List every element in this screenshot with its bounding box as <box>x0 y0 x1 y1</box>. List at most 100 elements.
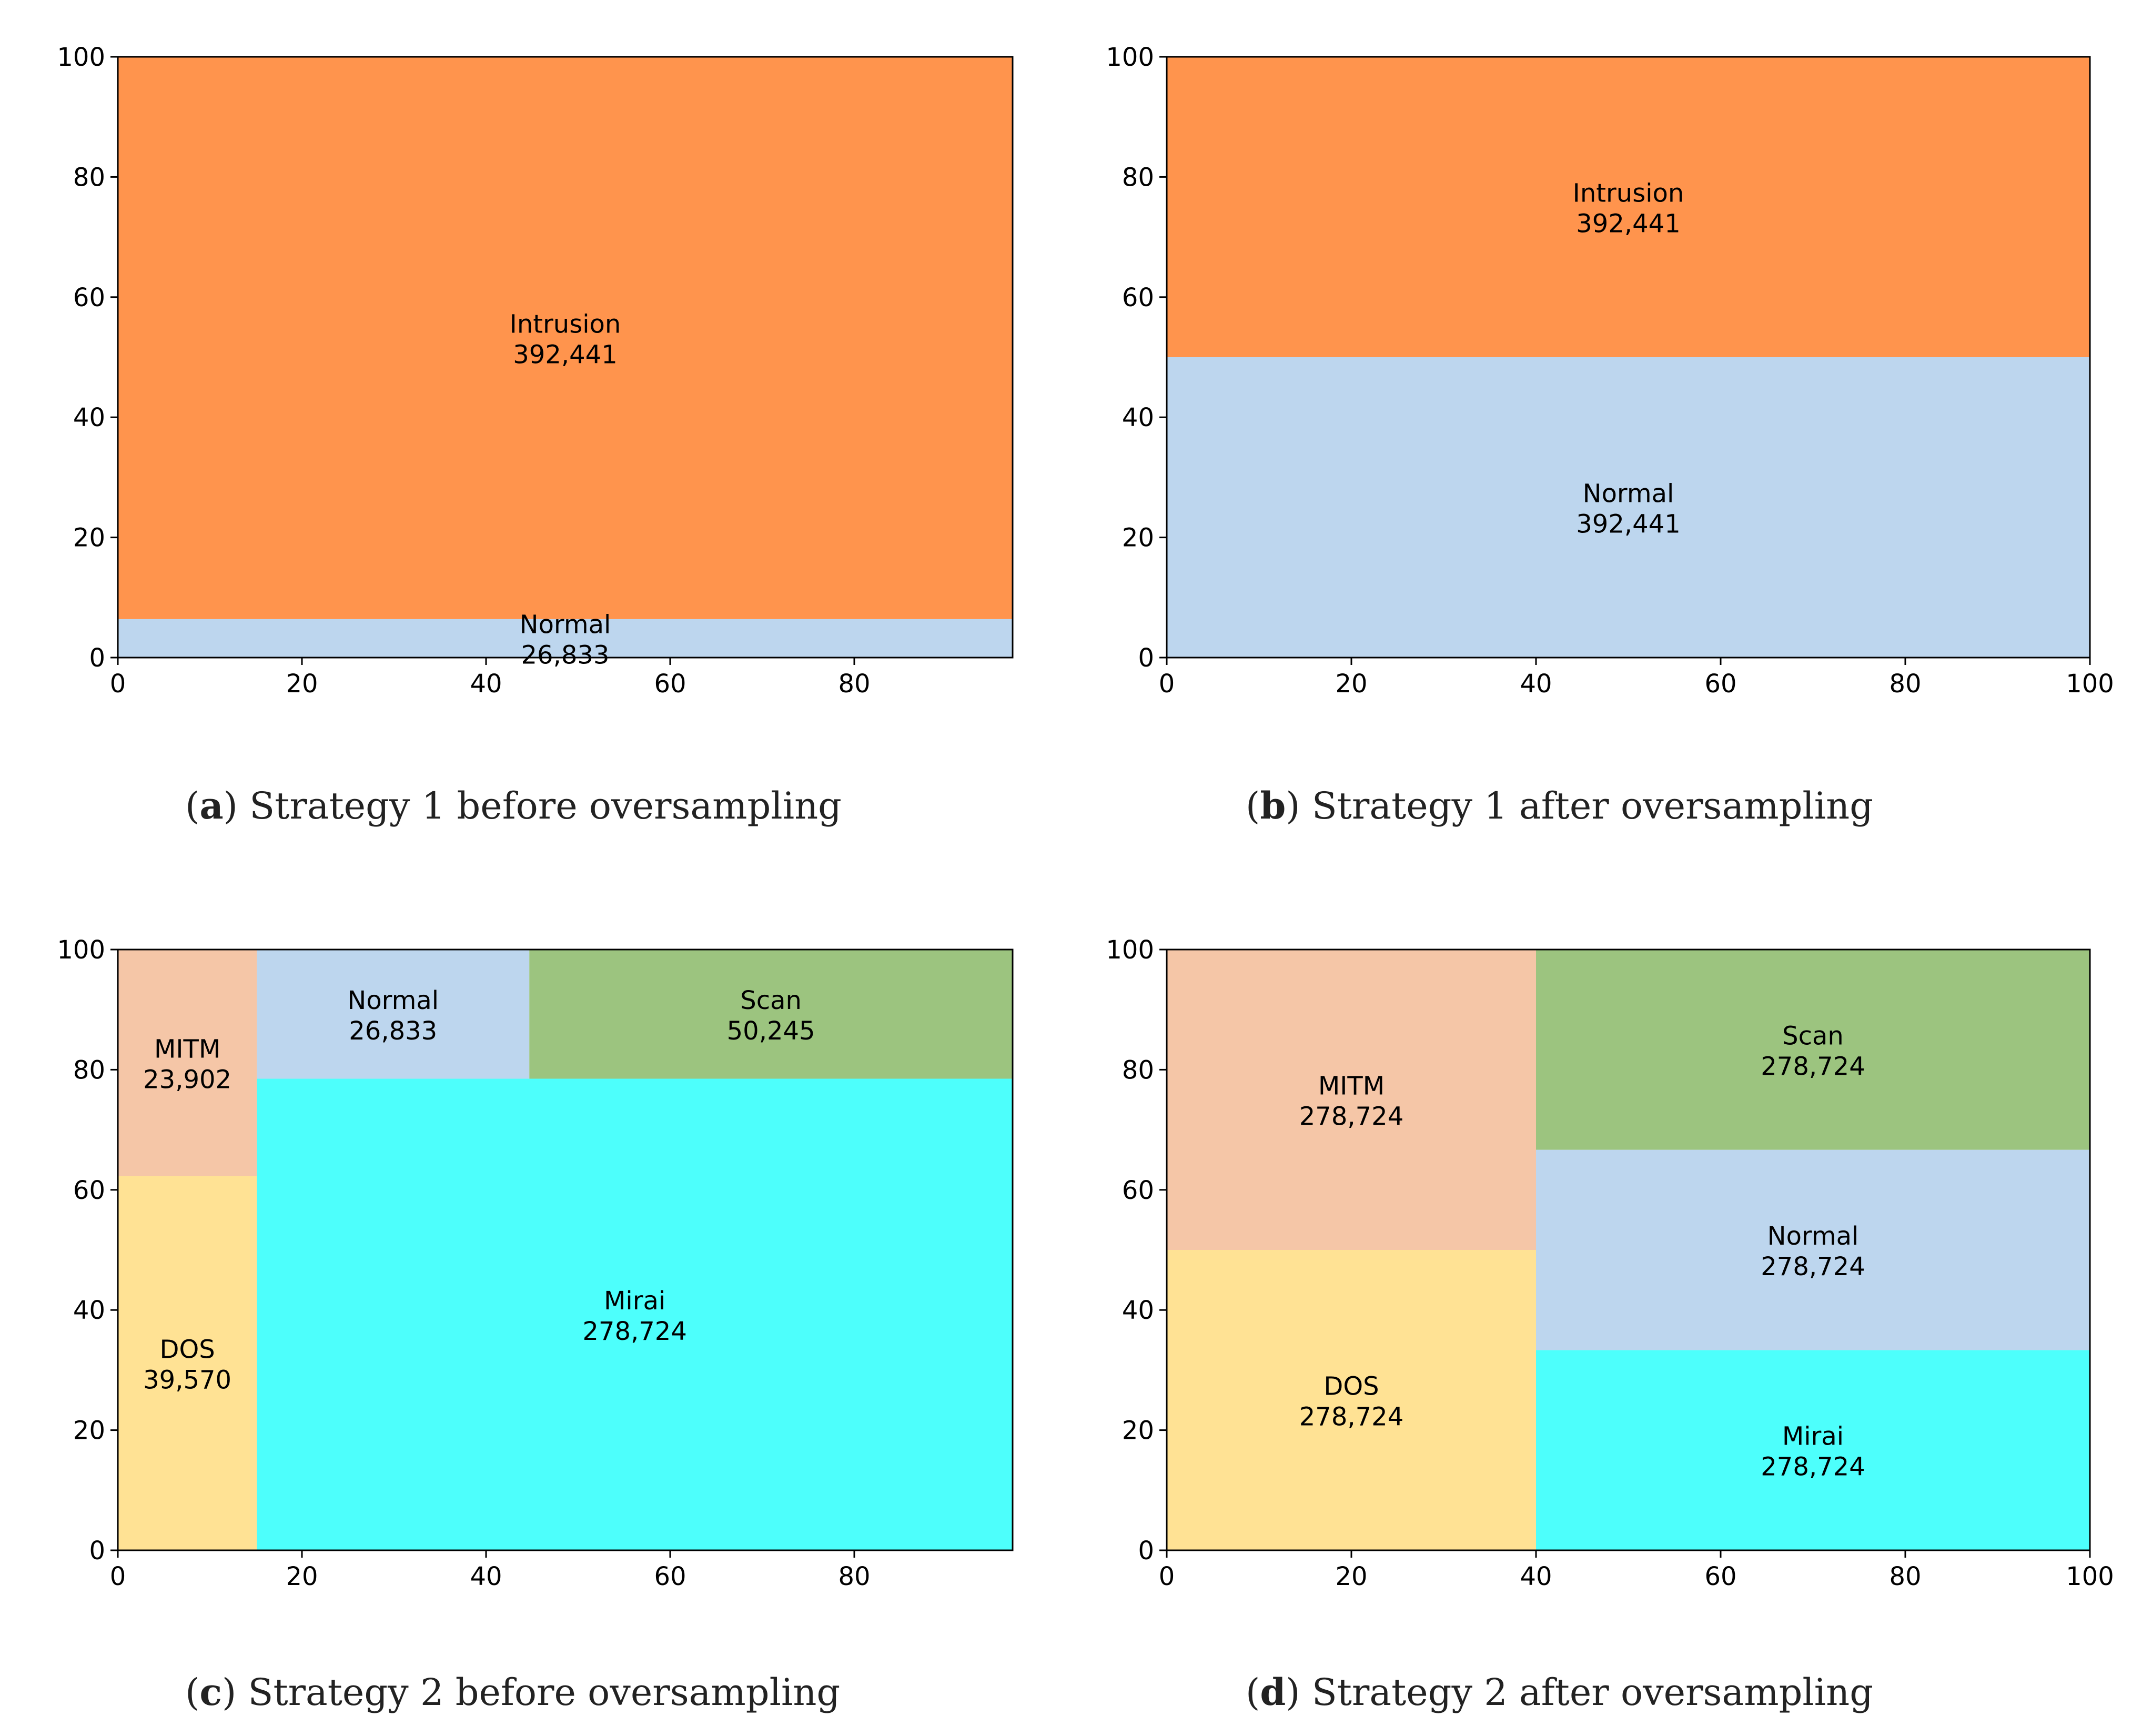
treemap-rect-dos <box>1167 1250 1536 1550</box>
x-tick-label: 80 <box>1889 669 1921 699</box>
treemap-value-normal: 278,724 <box>1761 1252 1865 1281</box>
caption-c-text: Strategy 2 before oversampling <box>248 1671 841 1714</box>
y-tick-label: 0 <box>1138 643 1154 673</box>
treemap-rect-normal <box>118 619 1013 658</box>
x-tick-label: 40 <box>1520 669 1552 699</box>
caption-d-letter: d <box>1260 1670 1286 1714</box>
x-tick-label: 40 <box>470 669 502 699</box>
caption-a-letter: a <box>199 784 224 827</box>
treemap-label-scan: Scan <box>740 986 802 1015</box>
treemap-rect-normal <box>257 950 530 1079</box>
caption-d: (d) Strategy 2 after oversampling <box>1246 1670 1874 1714</box>
x-tick-label: 0 <box>1159 1562 1175 1591</box>
treemap-label-mitm: MITM <box>1318 1072 1385 1101</box>
treemap-rect-normal <box>1167 357 2090 658</box>
caption-b: (b) Strategy 1 after oversampling <box>1246 784 1874 827</box>
y-tick-label: 60 <box>73 283 105 312</box>
treemap-label-normal: Normal <box>520 610 611 639</box>
treemap-value-intrusion: 392,441 <box>513 340 618 369</box>
y-tick-label: 80 <box>73 1055 105 1085</box>
x-tick-label: 20 <box>1335 1562 1367 1591</box>
x-tick-label: 100 <box>2066 1562 2114 1591</box>
treemap-value-scan: 50,245 <box>727 1016 815 1046</box>
treemap-label-dos: DOS <box>160 1335 215 1364</box>
treemap-label-normal: Normal <box>1583 479 1674 509</box>
caption-b-text: Strategy 1 after oversampling <box>1311 784 1874 827</box>
y-tick-label: 40 <box>73 1296 105 1325</box>
treemap-label-intrusion: Intrusion <box>1573 179 1684 208</box>
treemap-label-mirai: Mirai <box>1782 1422 1844 1451</box>
axes-frame <box>117 56 1014 659</box>
treemap-value-scan: 278,724 <box>1761 1052 1865 1081</box>
treemap-value-dos: 278,724 <box>1299 1402 1404 1432</box>
treemap-label-intrusion: Intrusion <box>510 309 621 339</box>
x-tick-label: 20 <box>286 669 318 699</box>
treemap-rect-mitm <box>118 950 257 1176</box>
caption-d-text: Strategy 2 after oversampling <box>1311 1671 1874 1714</box>
treemap-rect-scan <box>529 950 1013 1079</box>
y-tick-label: 40 <box>73 403 105 432</box>
y-tick-label: 100 <box>1106 43 1154 72</box>
x-tick-label: 20 <box>286 1562 318 1591</box>
treemap-panel-d: DOS278,724MITM278,724Mirai278,724Normal2… <box>1106 935 2114 1591</box>
treemap-label-mirai: Mirai <box>604 1286 665 1316</box>
treemap-value-normal: 392,441 <box>1576 510 1681 539</box>
y-tick-label: 60 <box>1122 283 1154 312</box>
x-tick-label: 0 <box>110 669 126 699</box>
x-tick-label: 20 <box>1335 669 1367 699</box>
treemap-panel-b: Normal392,441Intrusion392,44102040608010… <box>1106 43 2114 699</box>
y-tick-label: 100 <box>57 935 105 965</box>
treemap-value-mitm: 278,724 <box>1299 1102 1404 1132</box>
y-tick-label: 100 <box>1106 935 1154 965</box>
y-tick-label: 20 <box>73 1416 105 1446</box>
treemap-rect-intrusion <box>1167 57 2090 357</box>
treemap-rect-mitm <box>1167 950 1536 1250</box>
treemap-label-normal: Normal <box>1767 1222 1859 1251</box>
treemap-rect-dos <box>118 1176 257 1550</box>
treemap-label-dos: DOS <box>1323 1372 1379 1401</box>
x-tick-label: 80 <box>838 1562 870 1591</box>
caption-a: (a) Strategy 1 before oversampling <box>185 784 842 827</box>
y-tick-label: 80 <box>73 163 105 192</box>
y-tick-label: 60 <box>73 1176 105 1205</box>
caption-a-text: Strategy 1 before oversampling <box>249 784 842 827</box>
y-tick-label: 60 <box>1122 1176 1154 1205</box>
x-tick-label: 40 <box>1520 1562 1552 1591</box>
treemap-label-scan: Scan <box>1782 1021 1844 1051</box>
x-tick-label: 60 <box>654 1562 686 1591</box>
y-tick-label: 20 <box>1122 1416 1154 1446</box>
y-tick-label: 40 <box>1122 1296 1154 1325</box>
y-tick-label: 80 <box>1122 163 1154 192</box>
x-tick-label: 80 <box>1889 1562 1921 1591</box>
x-tick-label: 100 <box>2066 669 2114 699</box>
x-tick-label: 40 <box>470 1562 502 1591</box>
x-tick-label: 0 <box>110 1562 126 1591</box>
x-tick-label: 80 <box>838 669 870 699</box>
y-tick-label: 0 <box>89 643 105 673</box>
treemap-label-normal: Normal <box>347 986 439 1015</box>
y-tick-label: 80 <box>1122 1055 1154 1085</box>
treemap-rect-mirai <box>1536 1350 2090 1550</box>
treemap-rect-normal <box>1536 1149 2090 1350</box>
treemap-value-mirai: 278,724 <box>1761 1452 1865 1482</box>
x-tick-label: 0 <box>1159 669 1175 699</box>
treemap-value-normal: 26,833 <box>349 1016 437 1046</box>
axes-frame <box>1166 56 2091 659</box>
axes-frame <box>1166 948 2091 1551</box>
treemap-value-dos: 39,570 <box>143 1365 231 1395</box>
treemap-value-intrusion: 392,441 <box>1576 209 1681 239</box>
x-tick-label: 60 <box>1704 1562 1736 1591</box>
x-tick-label: 60 <box>654 669 686 699</box>
treemap-value-mirai: 278,724 <box>582 1317 687 1346</box>
caption-c: (c) Strategy 2 before oversampling <box>185 1670 841 1714</box>
y-tick-label: 100 <box>57 43 105 72</box>
treemap-rect-mirai <box>257 1078 1013 1550</box>
caption-b-letter: b <box>1260 784 1286 827</box>
treemap-rect-intrusion <box>118 57 1013 619</box>
treemap-label-mitm: MITM <box>154 1034 220 1064</box>
y-tick-label: 20 <box>73 523 105 553</box>
y-tick-label: 0 <box>1138 1536 1154 1566</box>
